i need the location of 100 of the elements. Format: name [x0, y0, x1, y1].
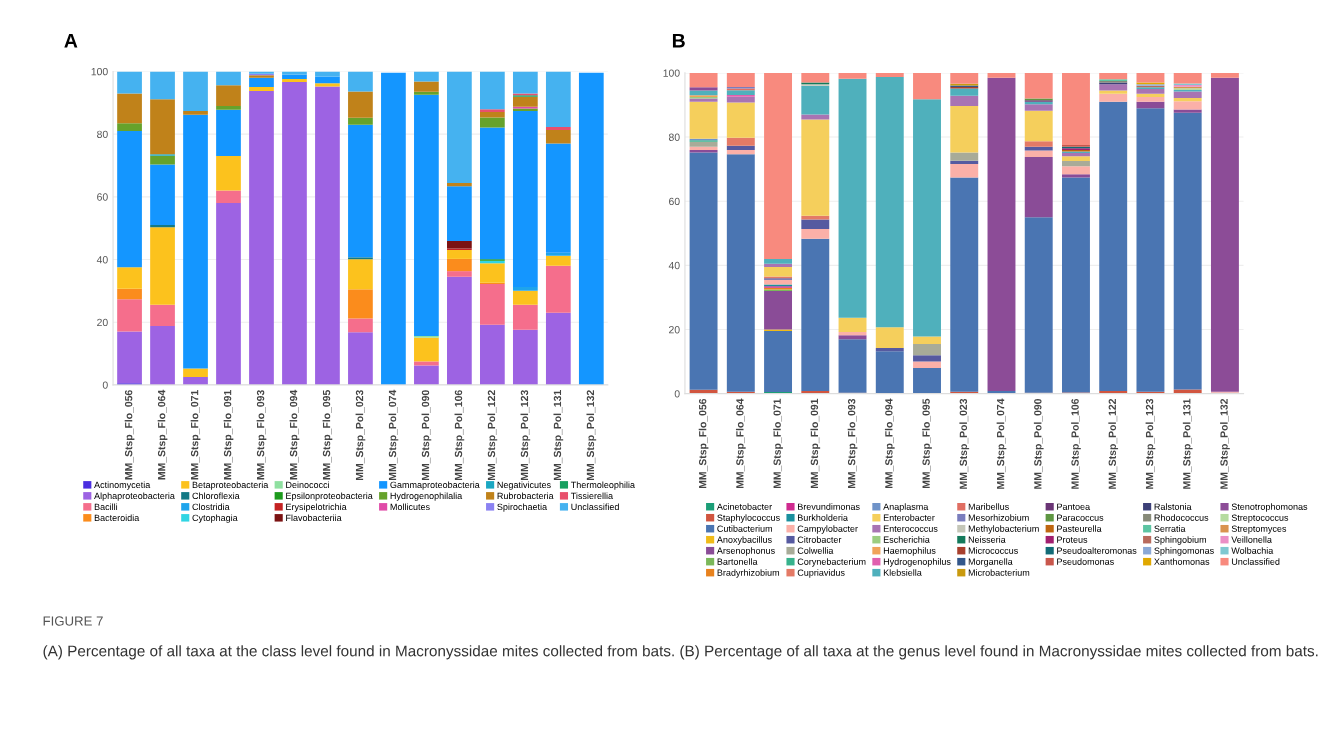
- legend-label: Mesorhizobium: [968, 514, 1029, 521]
- legend-label: Gammaproteobacteria: [390, 481, 480, 490]
- legend-label: Pasteurella: [1057, 525, 1102, 532]
- legend-label: Serratia: [1154, 525, 1186, 532]
- legend-label: Anoxybacillus: [716, 536, 772, 545]
- y-tick-label: 80: [668, 133, 680, 141]
- y-tick-label: 20: [669, 326, 680, 334]
- legend-label: Streptomyces: [1231, 525, 1287, 534]
- legend-label: Microbacterium: [968, 569, 1030, 576]
- legend-label: Anaplasma: [883, 503, 929, 512]
- y-tick-label: 100: [663, 69, 680, 77]
- caption: FIGURE 7: [43, 616, 103, 626]
- legend-label: Pantoea: [1057, 503, 1091, 510]
- y-tick-label: 100: [91, 67, 108, 76]
- x-tick-label: MM_Stsp_Flo_091: [810, 398, 821, 489]
- legend-label: Ralstonia: [1154, 503, 1192, 510]
- x-tick-label: MM_Stsp_Flo_094: [289, 389, 300, 480]
- legend-label: Micrococcus: [968, 547, 1018, 554]
- legend-label: Methylobacterium: [968, 525, 1039, 534]
- legend-label: Pseudomonas: [1057, 558, 1114, 565]
- legend-label: Rubrobacteria: [497, 492, 554, 500]
- legend-label: Flavobacteriia: [286, 514, 342, 522]
- x-tick-label: MM_Stsp_Pol_131: [553, 390, 564, 480]
- x-tick-label: MM_Stsp_Pol_132: [1220, 398, 1230, 489]
- legend-label: Paracoccus: [1057, 514, 1104, 521]
- legend-label: Mollicutes: [390, 503, 430, 511]
- text: (A) Percentage of all taxa at the class level found in Macronyssidae mites collected from bats. (B) Percentage of all taxa at the genus level found in Macronyssidae mites collected from bats.: [43, 645, 1318, 660]
- legend-label: Enterobacter: [883, 514, 935, 521]
- x-tick-label: MM_Stsp_Pol_122: [1108, 398, 1119, 489]
- legend-label: Alphaproteobacteria: [94, 492, 175, 501]
- legend-label: Negativicutes: [497, 481, 551, 490]
- legend-label: Bacteroidia: [94, 514, 140, 522]
- legend-label: Bradyrhizobium: [717, 569, 780, 578]
- x-tick-label: MM_Stsp_Pol_132: [586, 390, 597, 480]
- x-tick-label: MM_Stsp_Pol_074: [388, 389, 399, 480]
- y-tick-label: 0: [102, 381, 108, 389]
- legend-label: Tissierellia: [570, 492, 614, 500]
- legend-label: Staphylococcus: [717, 514, 780, 523]
- chart-title: B: [672, 34, 685, 48]
- x-tick-label: MM_Stsp_Pol_122: [487, 390, 498, 480]
- x-tick-label: MM_Stsp_Flo_071: [773, 398, 783, 489]
- x-tick-label: MM_Stsp_Flo_064: [157, 389, 168, 480]
- x-tick-label: MM_Stsp_Pol_023: [355, 390, 366, 480]
- x-tick-label: MM_Stsp_Flo_064: [735, 398, 746, 489]
- x-tick-label: MM_Stsp_Pol_106: [454, 390, 465, 480]
- x-tick-label: MM_Stsp_Pol_074: [996, 398, 1007, 489]
- legend-label: Hydrogenophilalia: [390, 492, 463, 501]
- chart-title: A: [64, 34, 78, 48]
- legend-label: Cutibacterium: [717, 525, 772, 532]
- legend-label: Stenotrophomonas: [1231, 503, 1308, 512]
- x-tick-label: MM_Stsp_Pol_131: [1182, 398, 1193, 489]
- legend-label: Sphingomonas: [1154, 547, 1214, 556]
- legend-label: Streptococcus: [1231, 514, 1289, 523]
- legend-label: Proteus: [1057, 536, 1088, 543]
- x-tick-label: MM_Stsp_Pol_090: [1033, 398, 1044, 489]
- x-tick-label: MM_Stsp_Pol_123: [520, 390, 531, 480]
- legend-label: Klebsiella: [883, 569, 922, 576]
- y-tick-label: 40: [668, 261, 680, 270]
- y-tick-label: 60: [669, 197, 680, 206]
- legend-label: Escherichia: [883, 536, 930, 543]
- legend-label: Colwellia: [797, 547, 834, 554]
- legend-label: Citrobacter: [797, 536, 842, 543]
- legend-label: Sphingobium: [1154, 536, 1207, 545]
- legend-label: Wolbachia: [1231, 547, 1274, 554]
- x-tick-label: MM_Stsp_Flo_093: [847, 398, 858, 489]
- legend-label: Clostridia: [192, 503, 230, 511]
- legend-label: Xanthomonas: [1154, 558, 1210, 565]
- legend-label: Cupriavidus: [797, 569, 845, 578]
- x-tick-label: MM_Stsp_Pol_123: [1145, 398, 1156, 489]
- legend-label: Bacilli: [94, 503, 118, 511]
- legend-label: Corynebacterium: [797, 558, 866, 567]
- legend-label: Thermoleophilia: [570, 481, 635, 490]
- legend-label: Epsilonproteobacteria: [286, 492, 373, 501]
- legend-label: Actinomycetia: [94, 481, 151, 490]
- x-tick-label: MM_Stsp_Flo_094: [884, 398, 895, 489]
- legend-label: Morganella: [968, 558, 1013, 567]
- legend-label: Bartonella: [717, 558, 758, 565]
- y-tick-label: 80: [97, 130, 108, 139]
- x-tick-label: MM_Stsp_Flo_095: [322, 390, 333, 480]
- y-tick-label: 60: [97, 193, 108, 201]
- y-tick-label: 20: [97, 318, 108, 327]
- legend-label: Neisseria: [968, 536, 1006, 543]
- legend-label: Arsenophonus: [716, 547, 775, 556]
- x-tick-label: MM_Stsp_Flo_056: [698, 398, 709, 489]
- x-tick-label: MM_Stsp_Flo_091: [223, 390, 234, 480]
- x-tick-label: MM_Stsp_Flo_056: [124, 390, 135, 480]
- legend-label: Brevundimonas: [798, 503, 860, 510]
- legend-label: Cytophagia: [192, 514, 238, 523]
- legend-label: Deinococci: [286, 481, 329, 489]
- legend-label: Haemophilus: [883, 547, 936, 556]
- legend-label: Erysipelotrichia: [286, 503, 347, 512]
- legend-label: Pseudoalteromonas: [1057, 547, 1137, 554]
- legend-label: Spirochaetia: [497, 503, 548, 512]
- x-tick-label: MM_Stsp_Pol_090: [421, 390, 432, 480]
- x-tick-label: MM_Stsp_Pol_023: [959, 398, 970, 489]
- legend-label: Hydrogenophilus: [883, 558, 951, 567]
- legend-label: Enterococcus: [883, 525, 938, 532]
- x-tick-label: MM_Stsp_Pol_106: [1071, 398, 1081, 489]
- legend-label: Rhodococcus: [1154, 514, 1209, 521]
- legend-label: Campylobacter: [797, 525, 858, 534]
